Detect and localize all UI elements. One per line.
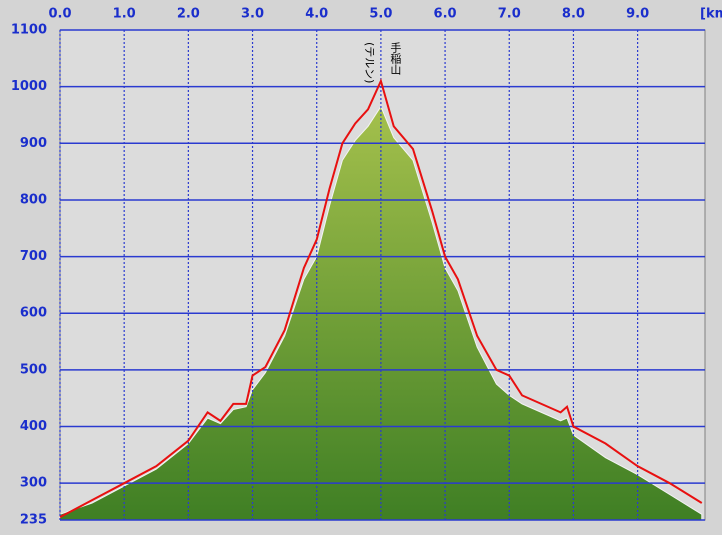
y-tick-label: 700	[20, 249, 47, 264]
y-tick-label: 1100	[11, 23, 47, 38]
x-tick-label: 2.0	[177, 7, 200, 22]
x-axis-label: [km	[700, 7, 722, 22]
y-tick-label: 235	[20, 513, 47, 528]
y-tick-label: 600	[20, 306, 47, 321]
y-tick-label: 800	[20, 192, 47, 207]
x-tick-label: 6.0	[434, 7, 457, 22]
y-tick-label: 300	[20, 476, 47, 491]
y-tick-label: 400	[20, 419, 47, 434]
x-tick-label: 0.0	[48, 7, 71, 22]
x-tick-label: 7.0	[498, 7, 521, 22]
elevation-line	[59, 78, 703, 519]
annotation: 手稲山	[389, 41, 402, 75]
x-tick-label: 8.0	[562, 7, 585, 22]
x-tick-label: 5.0	[369, 7, 392, 22]
annotation: (テルン)	[363, 42, 376, 83]
y-tick-label: 900	[20, 136, 47, 151]
x-tick-label: 9.0	[626, 7, 649, 22]
y-tick-label: 1000	[11, 79, 47, 94]
y-tick-label: 500	[20, 362, 47, 377]
x-tick-label: 4.0	[305, 7, 328, 22]
x-tick-label: 3.0	[241, 7, 264, 22]
x-tick-label: 1.0	[113, 7, 136, 22]
